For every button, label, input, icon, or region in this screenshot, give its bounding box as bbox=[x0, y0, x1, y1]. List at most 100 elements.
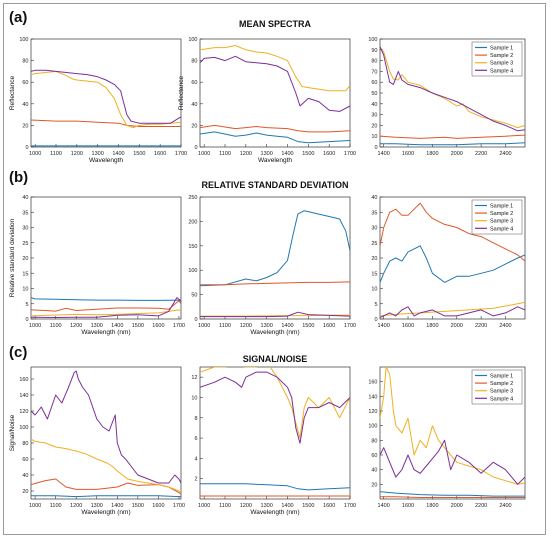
x-tick-label: 2400 bbox=[499, 323, 511, 329]
x-tick-label: 1400 bbox=[281, 503, 293, 509]
y-tick-label: 90 bbox=[371, 48, 377, 54]
series-group bbox=[31, 297, 181, 318]
x-tick-label: 2400 bbox=[499, 503, 511, 509]
series-line-4 bbox=[31, 69, 181, 124]
y-tick-label: 80 bbox=[371, 438, 377, 444]
x-tick-label: 1700 bbox=[173, 323, 185, 329]
x-tick-label: 1100 bbox=[50, 503, 62, 509]
x-tick-label: 1600 bbox=[323, 151, 335, 157]
y-tick-label: 0 bbox=[25, 145, 28, 151]
x-tick-label: 2000 bbox=[451, 323, 463, 329]
series-line-4 bbox=[200, 55, 350, 112]
x-tick-label: 1300 bbox=[261, 503, 273, 509]
y-axis-label: Reflectance bbox=[178, 75, 185, 110]
series-line-3 bbox=[200, 367, 350, 439]
x-tick-label: 1000 bbox=[198, 503, 210, 509]
x-tick-label: 1300 bbox=[261, 323, 273, 329]
x-tick-label: 2400 bbox=[499, 151, 511, 157]
row-labels: (a) MEAN SPECTRA (b) RELATIVE STANDARD D… bbox=[9, 9, 349, 364]
x-tick-label: 1800 bbox=[426, 323, 438, 329]
y-axis-label: Relative standard deviation bbox=[9, 218, 16, 297]
plot-panel-3: 1400 1600 1800 2000 2200 2400 0 10 20 30 40 50 60 70 8… bbox=[368, 37, 526, 157]
y-tick-label: 140 bbox=[368, 394, 377, 400]
x-tick-label: 1200 bbox=[70, 503, 82, 509]
y-tick-label: 0 bbox=[194, 317, 197, 323]
x-tick-label: 1400 bbox=[111, 323, 123, 329]
x-tick-label: 1100 bbox=[219, 503, 231, 509]
y-tick-label: 50 bbox=[371, 91, 377, 97]
x-tick-label: 1400 bbox=[281, 151, 293, 157]
y-tick-label: 20 bbox=[371, 256, 377, 262]
legend-entry: Sample 1 bbox=[490, 204, 513, 210]
legend-entry: Sample 1 bbox=[490, 46, 513, 52]
series-line-1 bbox=[200, 131, 350, 144]
y-tick-label: 80 bbox=[22, 441, 28, 447]
y-tick-label: 60 bbox=[371, 80, 377, 86]
y-tick-label: 20 bbox=[22, 256, 28, 262]
y-tick-label: 80 bbox=[22, 59, 28, 65]
y-tick-label: 5 bbox=[374, 302, 377, 308]
series-line-1 bbox=[200, 483, 350, 491]
series-line-3 bbox=[380, 47, 525, 129]
x-tick-label: 2200 bbox=[475, 323, 487, 329]
x-tick-label: 1300 bbox=[261, 151, 273, 157]
legend-entry: Sample 2 bbox=[490, 53, 513, 59]
series-line-3 bbox=[31, 438, 181, 493]
x-tick-label: 1700 bbox=[173, 503, 185, 509]
x-tick-label: 1300 bbox=[92, 151, 104, 157]
legend-entry: Sample 2 bbox=[490, 211, 513, 217]
series-line-2 bbox=[200, 124, 350, 133]
y-tick-label: 0 bbox=[25, 317, 28, 323]
x-axis-label: Wavelength bbox=[258, 157, 292, 164]
y-tick-label: 12 bbox=[191, 375, 197, 381]
x-tick-label: 1400 bbox=[378, 151, 390, 157]
y-tick-label: 60 bbox=[22, 457, 28, 463]
y-tick-label: 10 bbox=[22, 287, 28, 293]
series-line-1 bbox=[31, 495, 181, 498]
series-line-2 bbox=[31, 119, 181, 127]
plot-panel-9: 1400 1600 1800 2000 2200 2400 20 40 60 80 100 120 14… bbox=[368, 366, 526, 509]
series-line-4 bbox=[31, 370, 181, 484]
y-tick-label: 15 bbox=[22, 271, 28, 277]
x-tick-label: 1600 bbox=[402, 503, 414, 509]
series-line-2 bbox=[380, 202, 525, 262]
y-tick-label: 40 bbox=[371, 102, 377, 108]
plot-area bbox=[30, 366, 182, 500]
series-line-2 bbox=[380, 496, 525, 498]
x-tick-label: 1600 bbox=[402, 323, 414, 329]
series-group bbox=[200, 210, 350, 318]
series-group bbox=[200, 367, 350, 497]
y-tick-label: 35 bbox=[22, 210, 28, 216]
legend-entry: Sample 3 bbox=[490, 61, 513, 67]
x-tick-label: 1400 bbox=[378, 323, 390, 329]
series-group bbox=[380, 367, 525, 498]
y-tick-label: 20 bbox=[191, 123, 197, 129]
x-tick-label: 1000 bbox=[198, 323, 210, 329]
y-tick-label: 100 bbox=[368, 424, 377, 430]
legend-entry: Sample 4 bbox=[490, 68, 513, 74]
x-tick-label: 2200 bbox=[475, 503, 487, 509]
y-tick-label: 10 bbox=[371, 287, 377, 293]
x-tick-label: 1400 bbox=[281, 323, 293, 329]
plot-area bbox=[199, 38, 351, 148]
x-tick-label: 1700 bbox=[344, 323, 356, 329]
y-tick-label: 10 bbox=[371, 134, 377, 140]
y-tick-label: 60 bbox=[191, 80, 197, 86]
y-tick-label: 40 bbox=[22, 102, 28, 108]
series-group bbox=[31, 69, 181, 147]
row-a-panel-label: (a) bbox=[9, 9, 27, 26]
x-axis-label: Wavelength (nm) bbox=[81, 509, 130, 516]
y-tick-label: 160 bbox=[19, 377, 28, 383]
x-axis-label: Wavelength (nm) bbox=[250, 329, 299, 336]
legend-entry: Sample 3 bbox=[490, 219, 513, 225]
y-tick-label: 40 bbox=[191, 102, 197, 108]
y-tick-label: 70 bbox=[371, 69, 377, 75]
plot-panel-6: 1400 1600 1800 2000 2200 2400 0 5 10 15 20 25 30 35 40… bbox=[371, 195, 526, 329]
y-tick-label: 100 bbox=[188, 268, 197, 274]
y-tick-label: 20 bbox=[22, 489, 28, 495]
x-tick-label: 1600 bbox=[402, 151, 414, 157]
x-tick-label: 1600 bbox=[323, 323, 335, 329]
y-tick-label: 60 bbox=[371, 453, 377, 459]
y-tick-label: 0 bbox=[194, 145, 197, 151]
x-tick-label: 1600 bbox=[152, 503, 164, 509]
